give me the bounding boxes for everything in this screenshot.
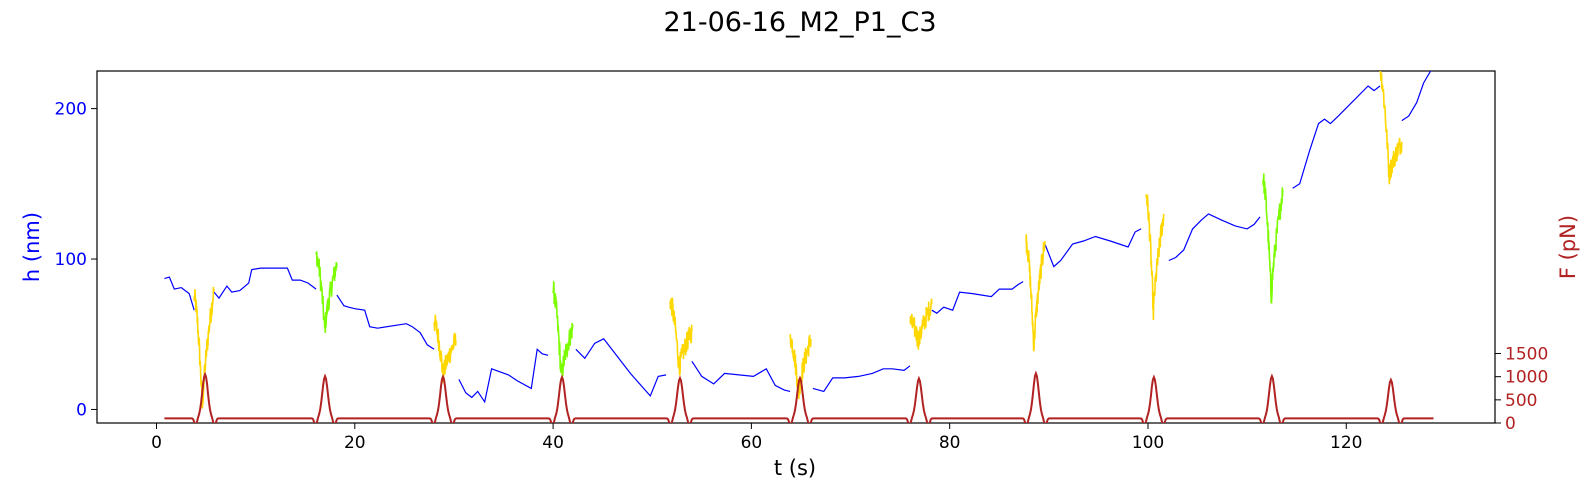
x-tick-label: 40 bbox=[542, 433, 564, 453]
x-tick-label: 0 bbox=[151, 433, 162, 453]
height-segment-green bbox=[552, 280, 574, 378]
height-baseline-line bbox=[1168, 213, 1261, 262]
height-baseline-line bbox=[575, 338, 667, 398]
height-baseline-line bbox=[458, 348, 549, 404]
y-tick-label: 200 bbox=[55, 100, 87, 120]
x-tick-label: 80 bbox=[939, 433, 961, 453]
plot-frame bbox=[96, 70, 1496, 424]
height-baseline-line bbox=[1292, 85, 1381, 189]
height-segment-yellow bbox=[909, 298, 933, 350]
y2-tick-label: 1500 bbox=[1505, 345, 1548, 365]
height-baseline-line bbox=[336, 294, 435, 350]
height-segment-yellow bbox=[1025, 234, 1046, 352]
height-segment-yellow bbox=[193, 286, 215, 409]
y2-tick-label: 1000 bbox=[1505, 368, 1548, 388]
x-tick-label: 100 bbox=[1132, 433, 1164, 453]
height-segment-yellow bbox=[1145, 194, 1165, 321]
height-baseline-line bbox=[812, 365, 911, 393]
height-segment-yellow bbox=[433, 314, 457, 384]
data-layer bbox=[164, 71, 1434, 423]
height-segment-green bbox=[315, 251, 338, 333]
height-baseline-line bbox=[1401, 71, 1432, 122]
height-segment-yellow bbox=[789, 334, 812, 400]
x-tick-label: 60 bbox=[741, 433, 763, 453]
y-tick-label: 0 bbox=[76, 400, 87, 420]
force-line bbox=[164, 370, 1434, 423]
height-segment-yellow bbox=[669, 297, 693, 376]
axes-layer: 0 20 40 60 80 100 120 0 100 200 0 500 1000 1500 bbox=[55, 100, 1549, 453]
y-axis-label: h (nm) bbox=[20, 212, 44, 282]
chart-title: 21-06-16_M2_P1_C3 bbox=[663, 7, 936, 38]
height-baseline-line bbox=[931, 281, 1024, 314]
x-tick-label: 20 bbox=[344, 433, 366, 453]
x-tick-label: 120 bbox=[1330, 433, 1362, 453]
height-segment-green bbox=[1262, 173, 1284, 305]
y2-tick-label: 500 bbox=[1505, 391, 1537, 411]
height-baseline-line bbox=[691, 360, 791, 392]
x-axis-label: t (s) bbox=[774, 456, 816, 480]
height-baseline-line bbox=[164, 276, 195, 311]
height-baseline-line bbox=[213, 267, 317, 300]
y2-tick-label: 0 bbox=[1505, 414, 1516, 434]
height-baseline-line bbox=[1044, 228, 1142, 268]
y-tick-label: 100 bbox=[55, 250, 87, 270]
height-segment-yellow bbox=[1379, 71, 1403, 185]
y2-axis-label: F (pN) bbox=[1556, 215, 1580, 279]
